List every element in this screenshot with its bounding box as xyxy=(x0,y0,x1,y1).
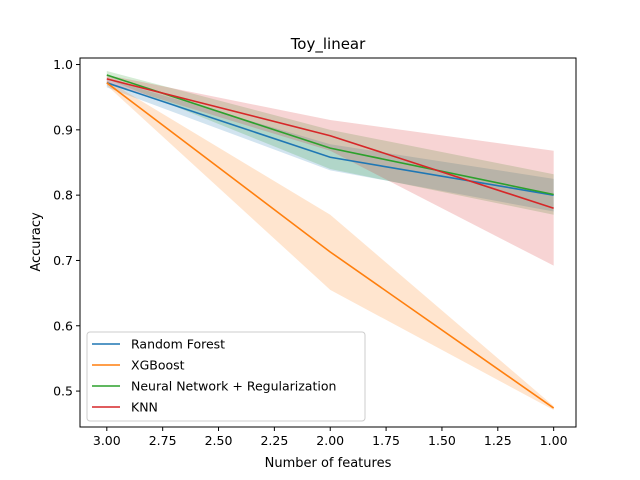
x-axis-label: Number of features xyxy=(265,456,392,471)
line-xgboost xyxy=(106,82,555,409)
x-tick-label: 2.50 xyxy=(205,433,233,448)
y-tick-label: 1.0 xyxy=(53,57,73,72)
y-axis-label: Accuracy xyxy=(29,212,44,272)
x-tick-label: 2.25 xyxy=(260,433,288,448)
plot-frame xyxy=(79,57,577,428)
y-axis: 0.5 0.6 0.7 0.8 0.9 1.0 xyxy=(53,57,80,399)
line-neural-network-regularization xyxy=(106,74,554,196)
line-knn xyxy=(106,78,554,209)
x-tick-label: 1.75 xyxy=(372,433,400,448)
x-tick-label: 3.00 xyxy=(93,433,121,448)
chart-title: Toy_linear xyxy=(290,35,366,54)
band-xgboost xyxy=(106,80,554,411)
y-tick-label: 0.7 xyxy=(53,253,73,268)
x-tick-label: 1.50 xyxy=(428,433,456,448)
line-random-forest xyxy=(106,82,554,196)
y-tick-label: 0.6 xyxy=(53,318,73,333)
y-tick-label: 0.9 xyxy=(53,122,73,137)
legend-label: XGBoost xyxy=(131,358,185,373)
x-tick-label: 1.00 xyxy=(540,433,568,448)
x-axis: 3.00 2.75 2.50 2.25 2.00 1.75 1.50 1.25 1.00 xyxy=(93,427,568,448)
legend-label: Random Forest xyxy=(131,337,225,352)
y-tick-label: 0.5 xyxy=(53,384,73,399)
y-tick-label: 0.8 xyxy=(53,188,73,203)
x-tick-label: 2.00 xyxy=(316,433,344,448)
x-tick-label: 1.25 xyxy=(484,433,512,448)
band-knn xyxy=(106,74,554,266)
x-tick-label: 2.75 xyxy=(149,433,177,448)
legend-box xyxy=(86,331,366,422)
series-lines xyxy=(106,74,555,409)
legend-label: Neural Network + Regularization xyxy=(131,379,336,394)
legend: Random Forest XGBoost Neural Network + Reg… xyxy=(86,331,366,422)
legend-label: KNN xyxy=(131,400,158,415)
